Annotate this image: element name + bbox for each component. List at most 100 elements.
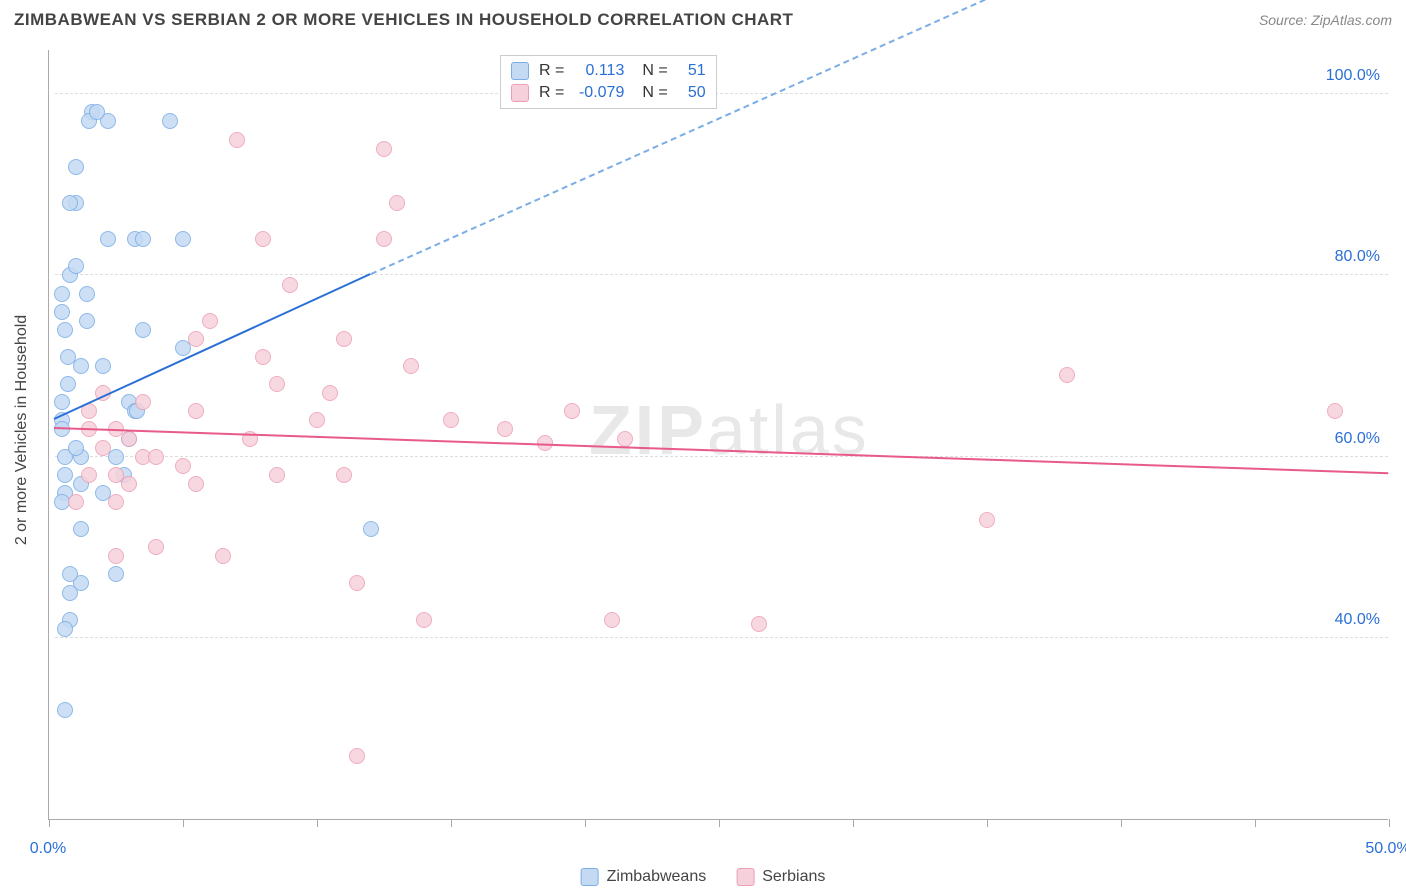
gridline <box>55 274 1388 275</box>
data-point <box>54 286 70 302</box>
data-point <box>363 521 379 537</box>
data-point <box>255 349 271 365</box>
x-tick <box>585 819 586 827</box>
r-value: -0.079 <box>574 82 624 104</box>
data-point <box>135 322 151 338</box>
stats-row: R = -0.079 N = 50 <box>511 82 706 104</box>
trend-line <box>54 427 1389 474</box>
x-tick <box>853 819 854 827</box>
r-label: R = <box>539 82 564 104</box>
data-point <box>62 195 78 211</box>
y-axis-label: 2 or more Vehicles in Household <box>13 315 31 545</box>
y-tick-label: 100.0% <box>1326 67 1380 85</box>
x-tick <box>49 819 50 827</box>
data-point <box>60 376 76 392</box>
gridline <box>55 637 1388 638</box>
data-point <box>215 548 231 564</box>
data-point <box>376 231 392 247</box>
data-point <box>68 494 84 510</box>
data-point <box>202 313 218 329</box>
data-point <box>979 512 995 528</box>
data-point <box>255 231 271 247</box>
x-tick <box>183 819 184 827</box>
data-point <box>68 258 84 274</box>
data-point <box>95 358 111 374</box>
x-min-label: 0.0% <box>30 840 66 858</box>
y-tick-label: 60.0% <box>1335 430 1380 448</box>
data-point <box>68 159 84 175</box>
data-point <box>148 449 164 465</box>
legend-swatch <box>736 868 754 886</box>
data-point <box>148 539 164 555</box>
data-point <box>68 440 84 456</box>
data-point <box>73 358 89 374</box>
r-label: R = <box>539 60 564 82</box>
data-point <box>81 467 97 483</box>
data-point <box>57 621 73 637</box>
data-point <box>443 412 459 428</box>
legend-swatch <box>511 84 529 102</box>
stats-legend-box: R = 0.113 N = 51R = -0.079 N = 50 <box>500 55 717 109</box>
data-point <box>336 331 352 347</box>
data-point <box>188 403 204 419</box>
data-point <box>57 467 73 483</box>
data-point <box>108 548 124 564</box>
data-point <box>376 141 392 157</box>
n-label: N = <box>642 82 667 104</box>
data-point <box>100 231 116 247</box>
data-point <box>54 394 70 410</box>
y-tick-label: 80.0% <box>1335 248 1380 266</box>
data-point <box>54 304 70 320</box>
data-point <box>57 702 73 718</box>
x-max-label: 50.0% <box>1365 840 1406 858</box>
legend-label: Zimbabweans <box>607 868 707 886</box>
data-point <box>95 440 111 456</box>
data-point <box>188 331 204 347</box>
data-point <box>108 566 124 582</box>
data-point <box>604 612 620 628</box>
gridline <box>55 93 1388 94</box>
data-point <box>416 612 432 628</box>
data-point <box>269 467 285 483</box>
trend-line-dashed <box>370 0 1121 275</box>
data-point <box>389 195 405 211</box>
x-tick <box>1121 819 1122 827</box>
x-tick <box>719 819 720 827</box>
bottom-legend: ZimbabweansSerbians <box>581 868 826 886</box>
data-point <box>322 385 338 401</box>
n-value: 51 <box>678 60 706 82</box>
data-point <box>175 458 191 474</box>
data-point <box>175 231 191 247</box>
x-tick <box>451 819 452 827</box>
x-tick <box>987 819 988 827</box>
data-point <box>73 521 89 537</box>
data-point <box>57 322 73 338</box>
data-point <box>89 104 105 120</box>
data-point <box>617 431 633 447</box>
data-point <box>79 286 95 302</box>
data-point <box>403 358 419 374</box>
data-point <box>62 566 78 582</box>
source-label: Source: ZipAtlas.com <box>1259 12 1392 28</box>
data-point <box>336 467 352 483</box>
legend-swatch <box>581 868 599 886</box>
y-tick-label: 40.0% <box>1335 611 1380 629</box>
data-point <box>135 231 151 247</box>
legend-item: Zimbabweans <box>581 868 707 886</box>
data-point <box>188 476 204 492</box>
watermark: ZIPatlas <box>589 390 870 470</box>
chart-title: ZIMBABWEAN VS SERBIAN 2 OR MORE VEHICLES… <box>14 10 793 30</box>
data-point <box>229 132 245 148</box>
data-point <box>282 277 298 293</box>
data-point <box>751 616 767 632</box>
data-point <box>349 575 365 591</box>
n-value: 50 <box>678 82 706 104</box>
data-point <box>62 585 78 601</box>
gridline <box>55 456 1388 457</box>
x-tick <box>1255 819 1256 827</box>
data-point <box>108 449 124 465</box>
data-point <box>1059 367 1075 383</box>
data-point <box>309 412 325 428</box>
data-point <box>108 494 124 510</box>
r-value: 0.113 <box>574 60 624 82</box>
